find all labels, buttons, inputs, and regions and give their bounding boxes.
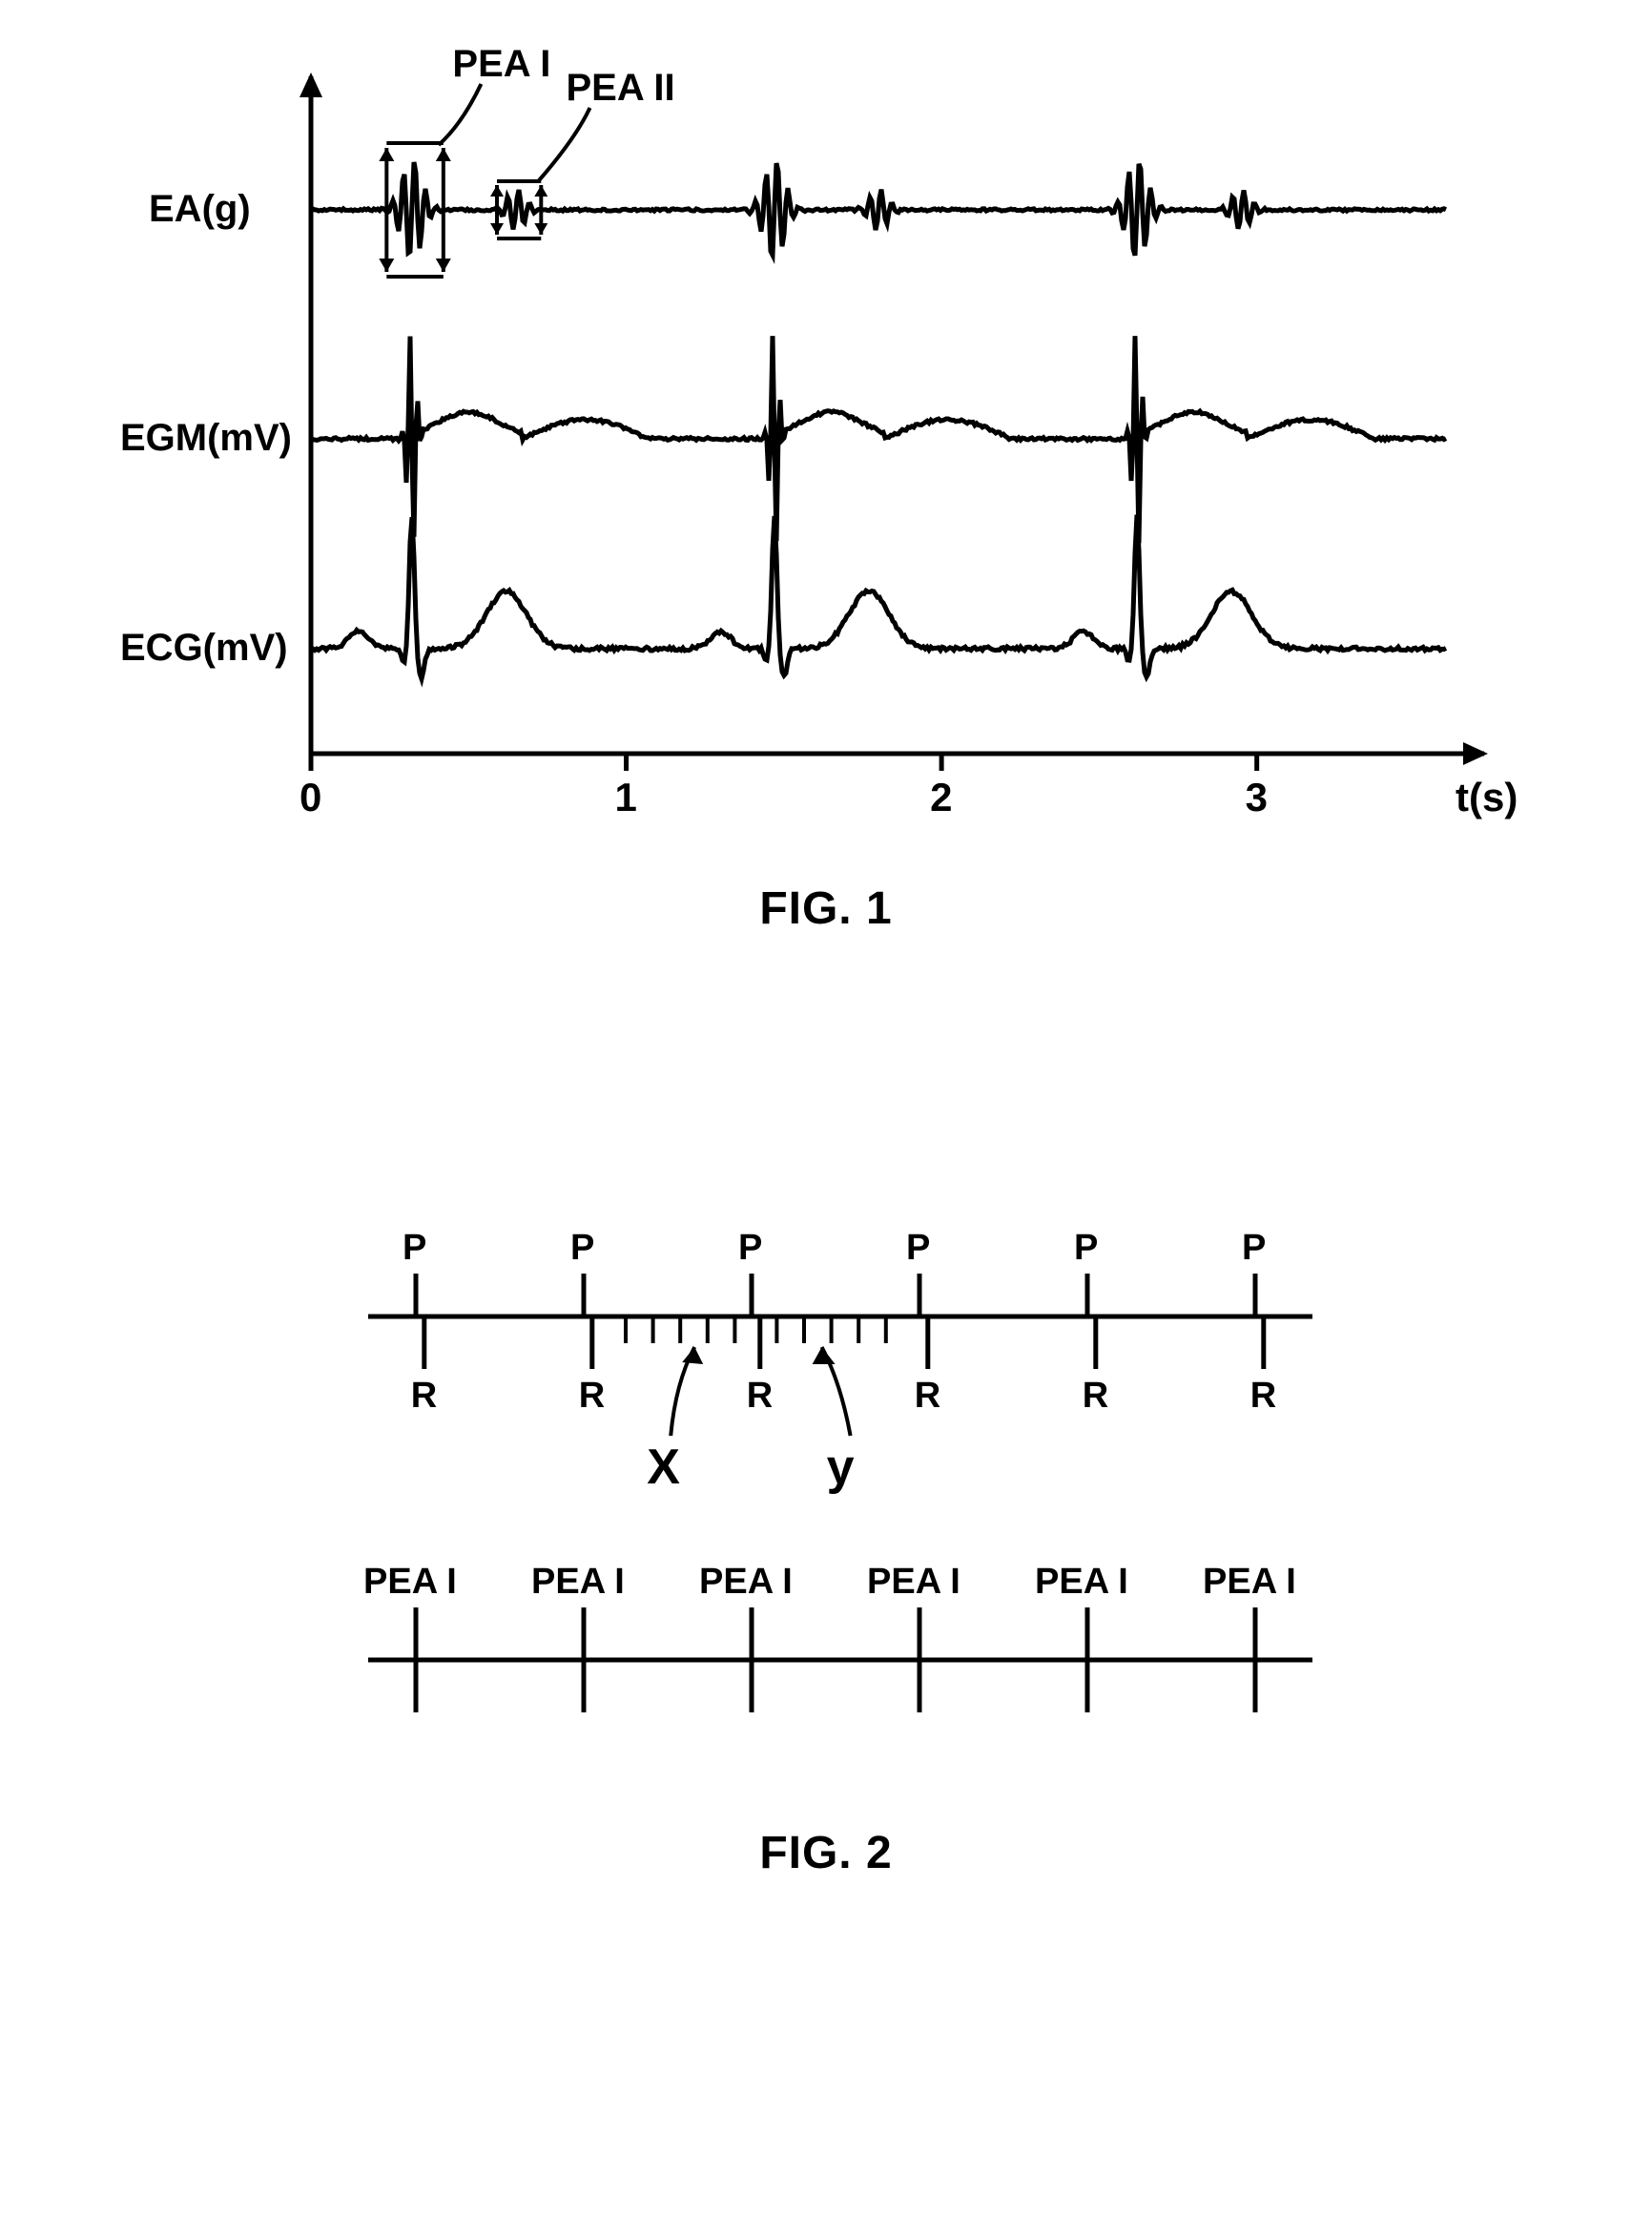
fig2-svg: P P P P P P R R R R R R Xy PEA I PEA I PEA I PEA I PEA I P… — [301, 1145, 1351, 1793]
pea-tick-label: PEA I — [699, 1562, 793, 1602]
x-axis-arrowhead — [1463, 742, 1488, 765]
figure-2: P P P P P P R R R R R R Xy PEA I PEA I PEA I PEA I PEA I P… — [301, 1145, 1351, 1879]
r-label: R — [747, 1376, 773, 1416]
x-tick-label: 1 — [615, 775, 637, 819]
pea-tick-label: PEA I — [867, 1562, 960, 1602]
pea2-arrowhead — [490, 223, 504, 235]
ecg-label: ECG(mV) — [120, 627, 288, 669]
pea2-arrowhead — [534, 223, 547, 235]
p-label: P — [403, 1228, 426, 1268]
p-label: P — [570, 1228, 594, 1268]
pea2-label: PEA II — [567, 67, 675, 109]
p-label: P — [1242, 1228, 1266, 1268]
fig1-caption: FIG. 1 — [111, 882, 1541, 935]
p-label: P — [1074, 1228, 1098, 1268]
y-label: y — [827, 1440, 855, 1495]
x-arrowhead — [682, 1347, 703, 1364]
p-label: P — [738, 1228, 762, 1268]
y-axis-arrowhead — [299, 73, 322, 97]
x-tick-label: 2 — [930, 775, 952, 819]
pea1-arrowhead — [436, 259, 451, 272]
r-label: R — [915, 1376, 940, 1416]
ecg-signal — [311, 515, 1446, 679]
figure-1: PEA I PEA II EA(g) EGM(mV) ECG(mV) 0 1 2 3 t(s) F… — [111, 38, 1541, 935]
x-tick-label: 3 — [1246, 775, 1268, 819]
egm-label: EGM(mV) — [120, 417, 292, 459]
r-label: R — [1250, 1376, 1276, 1416]
pea-tick-label: PEA I — [531, 1562, 625, 1602]
pea-tick-label: PEA I — [1203, 1562, 1296, 1602]
pea1-leader — [439, 84, 482, 145]
fig1-svg: PEA I PEA II EA(g) EGM(mV) ECG(mV) 0 1 2 3 t(s) — [111, 38, 1541, 849]
pea2-arrowhead — [490, 185, 504, 197]
r-label: R — [411, 1376, 437, 1416]
x-axis-label: t(s) — [1456, 775, 1518, 819]
pea-tick-label: PEA I — [363, 1562, 457, 1602]
pea1-arrowhead — [379, 148, 394, 161]
pea1-label: PEA I — [452, 43, 550, 85]
p-label: P — [906, 1228, 930, 1268]
pea2-leader — [538, 108, 589, 181]
fig2-caption: FIG. 2 — [301, 1827, 1351, 1879]
r-label: R — [1083, 1376, 1108, 1416]
ea-signal — [311, 162, 1446, 256]
y-arrowhead — [813, 1347, 836, 1364]
ea-label: EA(g) — [149, 188, 251, 230]
egm-signal — [311, 336, 1446, 543]
x-label: X — [647, 1440, 680, 1495]
r-label: R — [579, 1376, 605, 1416]
pea-tick-label: PEA I — [1035, 1562, 1128, 1602]
x-tick-label: 0 — [299, 775, 321, 819]
pea1-arrowhead — [379, 259, 394, 272]
pea1-arrowhead — [436, 148, 451, 161]
pea2-arrowhead — [534, 185, 547, 197]
